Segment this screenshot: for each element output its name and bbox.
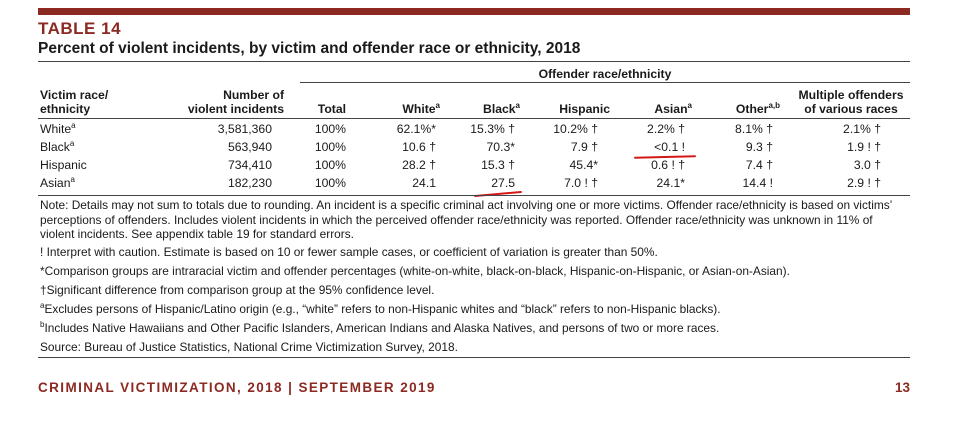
cell-number: 734,410: [227, 158, 272, 172]
footnote-b-mark: b: [40, 320, 45, 329]
cell-total: 100%: [314, 140, 346, 154]
table-number: TABLE 14: [38, 19, 122, 38]
cell-multiple: 3.0 †: [853, 158, 881, 172]
header-number-line2: violent incidents: [187, 102, 284, 116]
cell-total: 100%: [314, 122, 346, 136]
cell-multiple: 2.1% †: [843, 122, 881, 136]
header-black: Blacka: [450, 101, 520, 117]
title-rule: [38, 61, 910, 62]
cell-other: 7.4 †: [745, 158, 773, 172]
row-victim-sup: a: [69, 139, 75, 148]
header-black-sup: a: [515, 101, 520, 110]
cell-multiple: 2.9 ! †: [847, 176, 881, 190]
cell-number: 3,581,360: [217, 122, 272, 136]
header-black-label: Black: [483, 102, 516, 116]
header-white: Whitea: [370, 101, 440, 117]
header-hispanic: Hispanic: [559, 102, 610, 116]
header-victim-line2: ethnicity: [40, 102, 91, 116]
annotation-underline-black-cell: [474, 190, 522, 198]
header-asian: Asiana: [620, 101, 692, 117]
header-other: Othera,b: [700, 101, 780, 117]
header-victim: Victim race/ ethnicity: [40, 88, 108, 116]
table-title: Percent of violent incidents, by victim …: [38, 40, 581, 57]
row-victim-sup: a: [70, 175, 75, 184]
header-number-line1: Number of: [223, 88, 284, 102]
header-asian-label: Asian: [654, 102, 688, 116]
cell-other: 8.1% †: [735, 122, 773, 136]
table-bottom-rule: [38, 195, 910, 196]
cell-asian: 24.1*: [656, 176, 685, 190]
cell-white: 28.2 †: [402, 158, 436, 172]
footer-publication: CRIMINAL VICTIMIZATION, 2018 | SEPTEMBER…: [38, 380, 436, 395]
cell-other: 14.4 !: [742, 176, 774, 190]
header-bar: [38, 8, 910, 15]
header-victim-line1: Victim race/: [40, 88, 109, 102]
cell-hispanic: 7.0 ! †: [564, 176, 598, 190]
cell-number: 182,230: [227, 176, 272, 190]
header-other-label: Other: [735, 102, 769, 116]
cell-multiple: 1.9 ! †: [847, 140, 881, 154]
cell-number: 563,940: [227, 140, 272, 154]
cell-black: 70.3*: [486, 140, 515, 154]
cell-black: 27.5: [491, 176, 515, 190]
page-number: 13: [894, 380, 910, 395]
header-total: Total: [317, 102, 346, 116]
note-source: Source: Bureau of Justice Statistics, Na…: [40, 340, 458, 354]
cell-white: 24.1: [412, 176, 436, 190]
row-victim-label: Asian: [40, 176, 71, 190]
row-victim-sup: a: [71, 121, 76, 130]
note-footnote-b: bIncludes Native Hawaiians and Other Pac…: [40, 321, 910, 336]
header-white-label: White: [402, 102, 436, 116]
note-footnote-a: aExcludes persons of Hispanic/Latino ori…: [40, 302, 910, 317]
notes-bottom-rule: [38, 357, 910, 358]
cell-white: 10.6 †: [402, 140, 436, 154]
header-multiple: Multiple offenders of various races: [790, 88, 912, 116]
header-asian-sup: a: [687, 101, 692, 110]
group-header: Offender race/ethnicity: [538, 67, 672, 81]
row-victim: Asiana: [40, 176, 75, 191]
footnote-a-text: Excludes persons of Hispanic/Latino orig…: [44, 302, 721, 316]
header-multiple-line1: Multiple offenders: [798, 88, 904, 102]
footnote-b-text: Includes Native Hawaiians and Other Paci…: [44, 321, 720, 335]
cell-white: 62.1%*: [396, 122, 436, 136]
header-multiple-line2: of various races: [804, 102, 898, 116]
cell-asian: 0.6 ! †: [651, 158, 685, 172]
row-victim-label: Hispanic: [40, 158, 87, 172]
note-significant: †Significant difference from comparison …: [40, 283, 435, 297]
cell-black: 15.3 †: [481, 158, 515, 172]
row-victim-label: White: [40, 122, 72, 136]
cell-black: 15.3% †: [470, 122, 515, 136]
cell-other: 9.3 †: [745, 140, 773, 154]
cell-hispanic: 7.9 †: [570, 140, 598, 154]
row-victim: Hispanic: [40, 158, 87, 173]
cell-asian: <0.1 !: [654, 140, 685, 154]
row-victim: Whitea: [40, 122, 76, 137]
header-other-sup: a,b: [768, 101, 780, 110]
cell-hispanic: 10.2% †: [553, 122, 598, 136]
group-rule: [300, 82, 910, 83]
row-victim-label: Black: [40, 140, 70, 154]
cell-asian: 2.2% †: [647, 122, 685, 136]
header-rule: [38, 118, 910, 119]
footnote-a-mark: a: [40, 301, 45, 310]
header-white-sup: a: [435, 101, 440, 110]
row-victim: Blacka: [40, 140, 74, 155]
cell-hispanic: 45.4*: [569, 158, 598, 172]
cell-total: 100%: [314, 158, 346, 172]
note-comparison: *Comparison groups are intraracial victi…: [40, 264, 790, 278]
header-number: Number of violent incidents: [160, 88, 284, 116]
cell-total: 100%: [314, 176, 346, 190]
note-main: Note: Details may not sum to totals due …: [40, 198, 892, 241]
note-caution: ! Interpret with caution. Estimate is ba…: [40, 245, 658, 259]
